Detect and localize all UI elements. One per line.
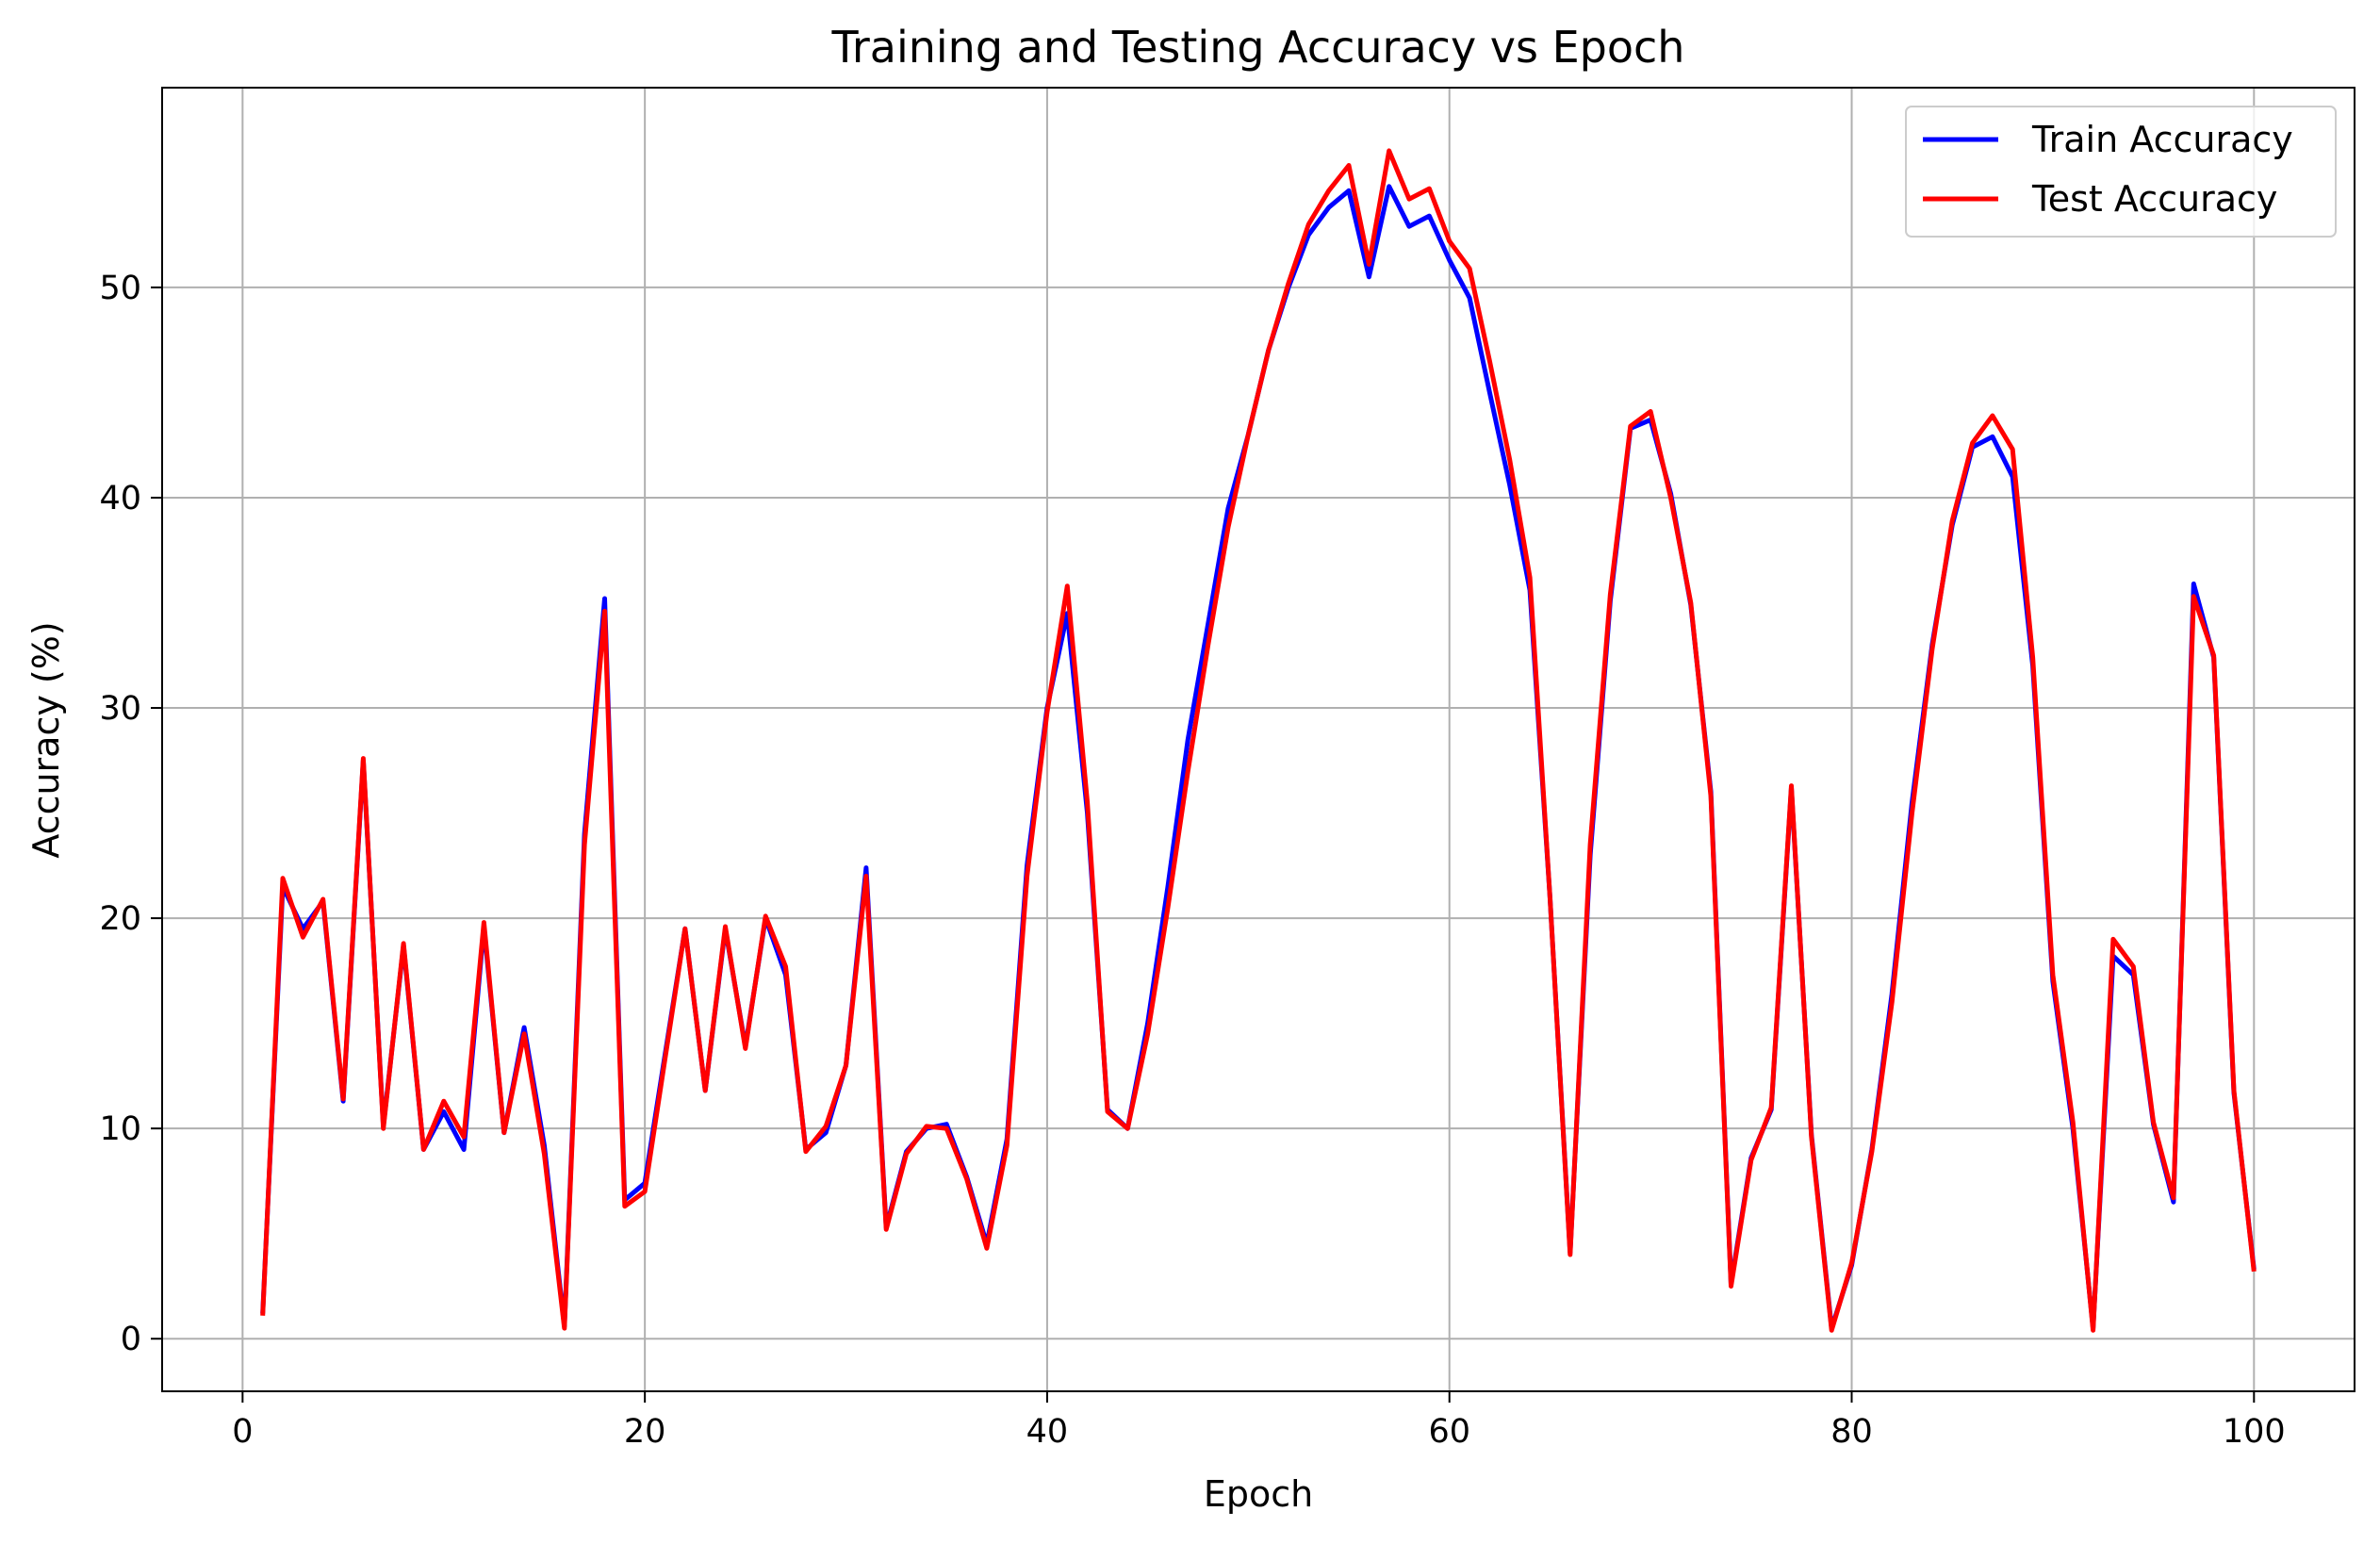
axes-frame	[161, 87, 2355, 1392]
x-axis-label: Epoch	[1204, 1473, 1313, 1515]
grid-layer	[162, 88, 2355, 1391]
tick-layer: 0 20 40 60 80 100 0 10 20 30 40 50	[99, 270, 2285, 1451]
x-tick-label: 20	[624, 1413, 666, 1451]
legend: Train Accuracy Test Accuracy	[1905, 106, 2337, 238]
plot-area	[260, 148, 2257, 1333]
legend-box	[1905, 106, 2337, 238]
x-tick-label: 0	[232, 1413, 253, 1451]
x-tick-label: 60	[1428, 1413, 1470, 1451]
legend-label-train: Train Accuracy	[2031, 119, 2293, 160]
y-tick-label: 40	[99, 480, 141, 517]
y-tick-label: 0	[121, 1321, 141, 1358]
y-tick-label: 20	[99, 900, 141, 938]
y-tick-label: 50	[99, 270, 141, 307]
x-tick-label: 80	[1830, 1413, 1873, 1451]
test-accuracy-line	[260, 148, 2257, 1333]
y-tick-label: 30	[99, 690, 141, 728]
legend-label-test: Test Accuracy	[2031, 178, 2277, 220]
x-tick-label: 40	[1026, 1413, 1069, 1451]
chart-title: Training and Testing Accuracy vs Epoch	[831, 22, 1685, 73]
x-tick-label: 100	[2223, 1413, 2286, 1451]
y-axis-label: Accuracy (%)	[25, 621, 67, 858]
y-tick-label: 10	[99, 1110, 141, 1148]
